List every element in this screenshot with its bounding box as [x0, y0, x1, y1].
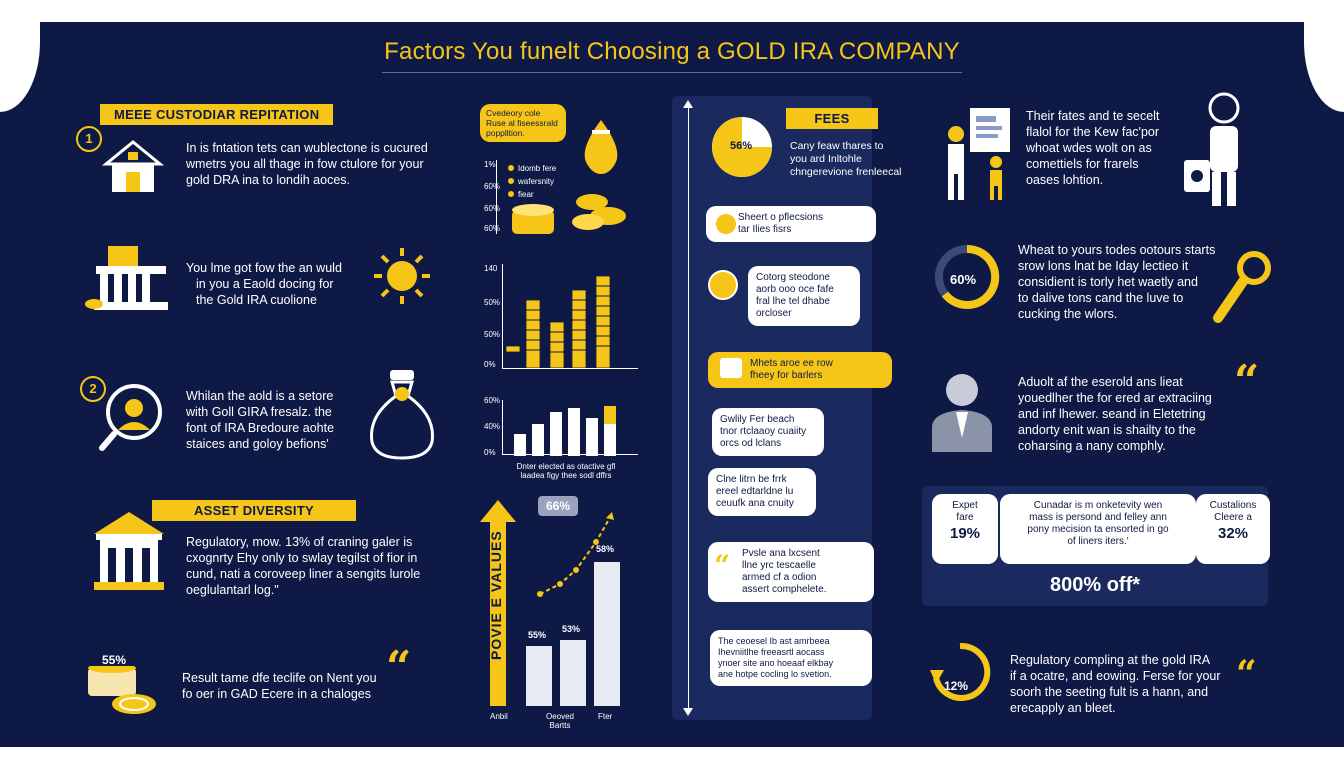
right-text-3: Aduolt af the eserold ans lieat youedlhe… [1018, 375, 1212, 453]
right-text-4: Regulatory compling at the gold IRA if a… [1010, 653, 1221, 715]
timeline-bubble-5: Clne litrn be frrk ereel edtarldne lu ce… [708, 468, 816, 516]
quote-icon-small: “ [714, 549, 731, 582]
up-arrow-axis [480, 500, 516, 706]
chart4-label-3: 58% [596, 544, 615, 554]
right-text-1: Their fates and te secelt flalol for the… [1026, 109, 1160, 187]
timeline-line [688, 104, 689, 714]
legend-callout: Cvedeory cole Ruse al fiseessrald poppll… [480, 104, 566, 142]
chart4-ylabel: POVIE E VALUES [488, 530, 504, 660]
page-title: Factors You funelt Choosing a GOLD IRA C… [384, 38, 960, 65]
step-number-2: 2 [80, 376, 106, 402]
quote-icon-right: “ [1234, 356, 1260, 407]
chart3-caption: Dnter elected as otactive gfl laadea fig… [516, 462, 616, 480]
coins-icon [88, 666, 156, 714]
results-text: Result tame dfe teclife on Nent you fo o… [182, 671, 377, 701]
chart4-cat-3: Fter [598, 712, 613, 721]
asset-diversity-banner: ASSET DIVERSITY [152, 500, 356, 521]
chart4-cat-2: Oeoved Bartts [545, 712, 575, 730]
chart4-bars [526, 512, 620, 706]
bubble-icon-1 [716, 214, 736, 234]
gold-coins-image [512, 194, 626, 234]
timeline-arrow-bottom [683, 708, 693, 716]
fees-pie-chart [712, 117, 772, 177]
reputation-text: In is fntation tets can wublectone is cu… [186, 141, 428, 187]
gold-drop-icon [584, 120, 618, 174]
pie-label: 56% [730, 140, 753, 152]
timeline-bubble-7: The ceoesel Ib ast amrbeea Ihevniitlhe f… [710, 630, 872, 686]
fees-banner: FEES [786, 108, 878, 129]
gold-stacks-chart [505, 276, 611, 368]
key-icon [1213, 251, 1271, 323]
discount-label: 800% off* [1049, 574, 1141, 596]
presentation-icon [948, 108, 1010, 200]
bank-gold-icon [85, 246, 168, 310]
white-bars-chart [514, 406, 616, 456]
gauge-60-chart [935, 244, 1000, 309]
bubble-icon-2 [708, 270, 738, 300]
chart4-label-2: 53% [562, 624, 581, 634]
step-number-1: 1 [76, 126, 102, 152]
cycle-arrows-icon [930, 642, 991, 701]
gauge-label: 60% [950, 272, 977, 287]
bank-text: You lme got fow the an wuld in you a Eao… [186, 261, 342, 307]
timeline-arrow-top [683, 100, 693, 108]
advisor-person-icon [1184, 92, 1240, 206]
timeline-bubble-2: Cotorg steodone aorb ooo oce fafe fral l… [748, 266, 860, 326]
stat-right-bubble: Custalions Cleere a 32% [1196, 494, 1270, 564]
sun-icon [374, 248, 430, 304]
bubble-icon-3 [720, 358, 742, 378]
custodian-reputation-banner: MEEE CUSTODIAR REPITATION [100, 104, 334, 125]
diversity-text: Regulatory, mow. 13% of craning galer is… [186, 535, 421, 597]
institution-icon [94, 512, 164, 590]
magnifier-icon [99, 384, 162, 451]
chart4-label-1: 55% [528, 630, 547, 640]
house-icon [102, 140, 164, 192]
stat-mid-bubble: Cunadar is m onketevity wen mass is pers… [1000, 494, 1196, 564]
chart4-badge: 66% [538, 496, 579, 516]
timeline-bubble-6: Pvsle ana lxcsent llne yrc tescaelle arm… [708, 542, 874, 602]
chart1-legend: Idomb fere wafersnity fiear [508, 164, 556, 199]
title-divider [382, 72, 962, 73]
cycle-label: 12% [944, 679, 969, 693]
right-text-2: Wheat to yours todes ootours starts srow… [1018, 243, 1216, 321]
timeline-bubble-4: Gwlily Fer beach tnor rtclaaoy cuaiity o… [712, 408, 824, 456]
money-bag-icon [370, 370, 434, 460]
stat-left-bubble: Expet fare 19% [932, 494, 998, 564]
chart4-cat-1: Anbil [490, 712, 508, 721]
authority-text: Whilan the aold is a setore with Goll GI… [186, 389, 335, 451]
fees-text: Cany feaw thares to you ard Inltohle chn… [790, 140, 902, 178]
businessman-icon [932, 374, 992, 452]
quote-icon: “ [386, 642, 412, 693]
quote-icon-bottom: “ [1236, 653, 1257, 695]
coin-stack-label: 55% [102, 653, 127, 667]
